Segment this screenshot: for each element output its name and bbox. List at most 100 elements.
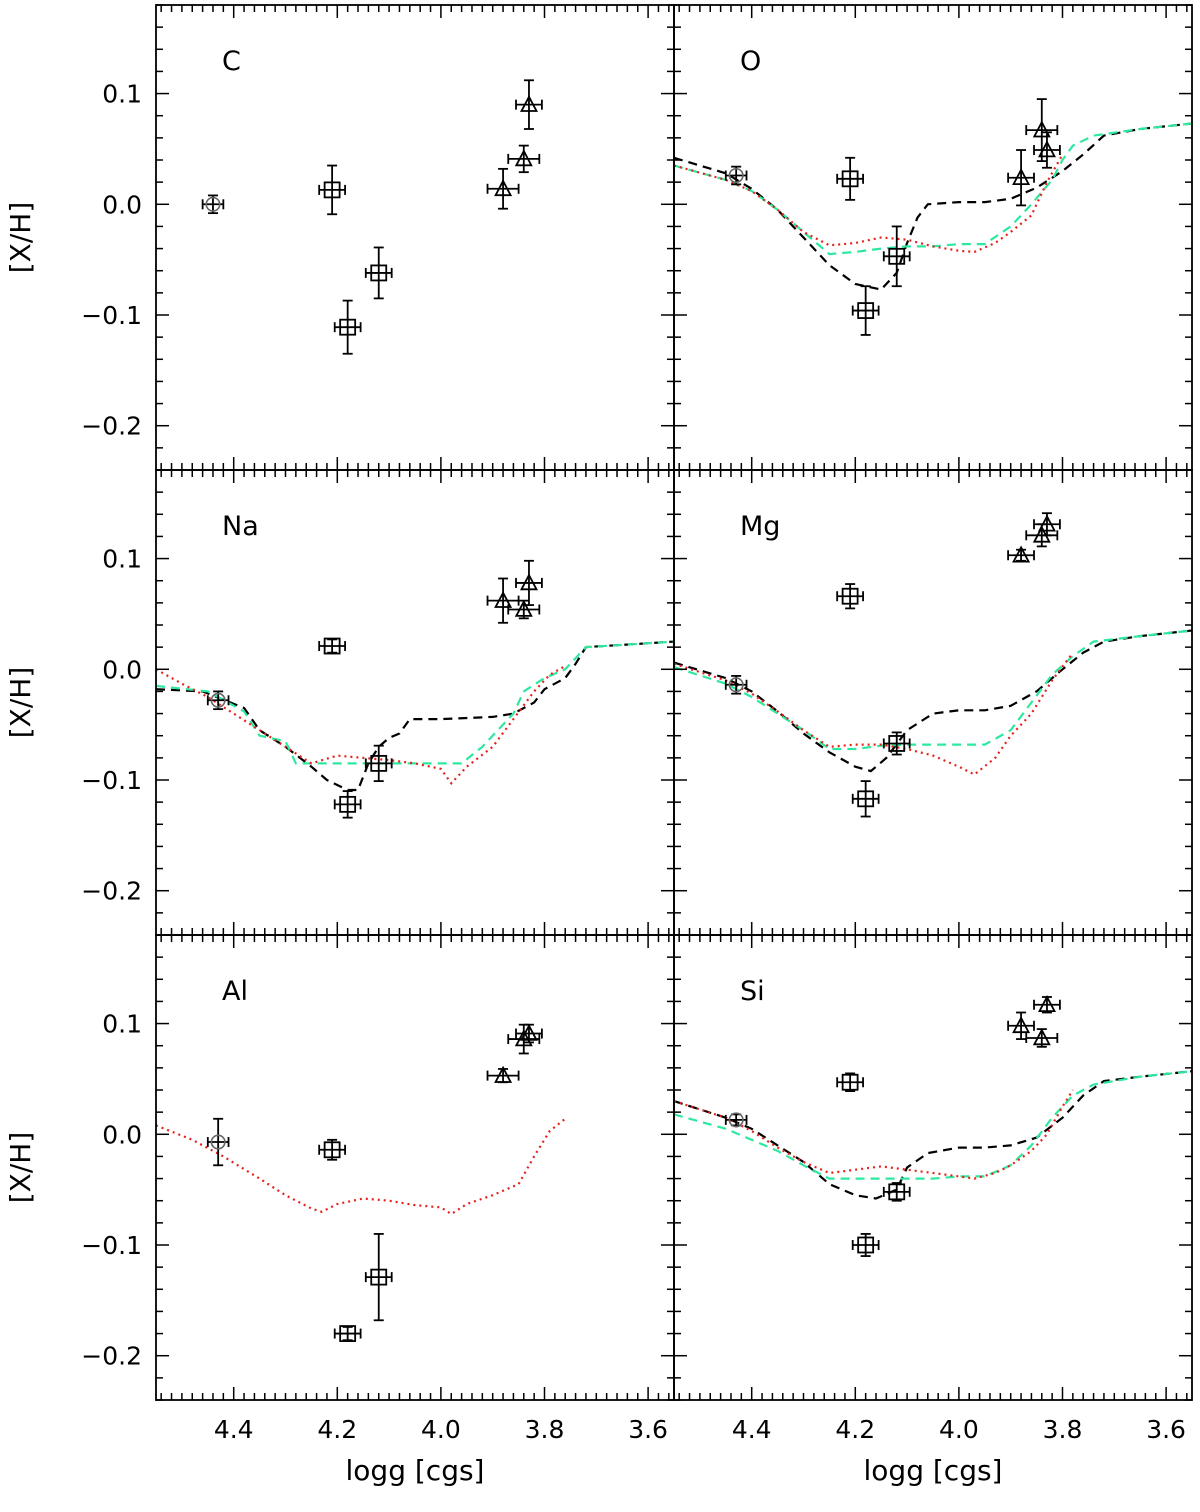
model-line-dashed-green [156, 640, 674, 765]
y-tick-label: 0.0 [102, 1120, 142, 1149]
x-tick-label: 4.0 [421, 1415, 461, 1444]
data-point-triangle [507, 599, 541, 620]
triangle-marker [1038, 140, 1056, 158]
x-axis-label: logg [cgs] [864, 1454, 1003, 1487]
data-point-circle [724, 165, 748, 186]
circle-marker [205, 196, 221, 212]
triangle-marker [1032, 120, 1051, 138]
y-tick-label: 0.0 [102, 655, 142, 684]
x-tick-label: 3.6 [1146, 1415, 1186, 1444]
triangle-marker [514, 599, 533, 617]
x-tick-label: 3.6 [628, 1415, 668, 1444]
panels-layer [155, 4, 1193, 1401]
x-tick-label: 4.4 [732, 1415, 772, 1444]
triangle-marker [1038, 994, 1056, 1012]
square-marker [888, 1183, 906, 1201]
circle-marker [728, 167, 744, 184]
data-point-triangle [1033, 131, 1061, 169]
data-point-circle [201, 194, 225, 215]
data-point-square [333, 790, 362, 819]
data-point-circle [206, 1117, 230, 1167]
data-point-triangle [1007, 149, 1035, 207]
triangle-marker [1012, 545, 1031, 563]
square-marker [323, 1141, 341, 1159]
y-axis-label: [X/H] [4, 202, 37, 274]
y-tick-label: −0.2 [81, 412, 142, 441]
panel-element-label: Al [222, 976, 248, 1007]
data-point-circle [206, 690, 230, 711]
triangle-marker [514, 149, 533, 167]
y-tick-label: −0.1 [81, 1231, 142, 1260]
square-marker [323, 637, 341, 655]
panel-frame [673, 934, 1193, 1401]
model-line-dotted-red [674, 153, 1064, 254]
square-marker [370, 754, 388, 772]
data-point-square [851, 285, 880, 336]
x-tick-label: 4.4 [214, 1415, 254, 1444]
model-line-dashed-black [156, 640, 674, 792]
model-line-dotted-red [674, 1089, 1074, 1180]
data-point-square [882, 225, 911, 288]
x-tick-label: 4.0 [939, 1415, 979, 1444]
data-point-triangle [515, 559, 543, 606]
model-line-dashed-black [674, 1070, 1192, 1200]
panel-element-label: Si [740, 976, 765, 1007]
y-tick-label: −0.1 [81, 766, 142, 795]
data-point-square [836, 583, 864, 610]
square-marker [841, 170, 859, 188]
y-tick-label: 0.1 [102, 545, 142, 574]
square-marker [323, 181, 341, 199]
circle-marker [210, 692, 226, 708]
square-marker [339, 318, 357, 336]
square-marker [857, 302, 875, 319]
triangle-marker [520, 1023, 538, 1041]
triangle-marker [494, 178, 513, 197]
panel-element-label: Mg [740, 511, 780, 542]
square-marker [888, 735, 906, 752]
data-point-triangle [486, 577, 520, 624]
circle-marker [210, 1134, 226, 1150]
x-axis-label: logg [cgs] [346, 1454, 485, 1487]
data-point-triangle [515, 79, 543, 130]
data-point-square [882, 731, 911, 756]
triangle-marker [1012, 167, 1031, 186]
data-point-circle [724, 1112, 748, 1128]
y-tick-label: −0.2 [81, 1342, 142, 1371]
data-point-circle [724, 675, 748, 695]
y-tick-label: −0.2 [81, 877, 142, 906]
model-line-dashed-green [674, 1070, 1192, 1180]
model-line-dashed-green [674, 122, 1192, 256]
square-marker [857, 790, 875, 808]
model-line-dotted-red [674, 652, 1074, 776]
data-point-square [333, 1325, 362, 1342]
circle-marker [728, 1112, 744, 1128]
data-point-triangle [1033, 512, 1061, 537]
y-axis-label: [X/H] [4, 667, 37, 739]
x-tick-label: 3.8 [1043, 1415, 1083, 1444]
panel-c [155, 4, 675, 471]
data-point-square [318, 637, 346, 655]
data-point-square [318, 1138, 346, 1161]
data-point-square [851, 780, 880, 818]
triangle-marker [520, 94, 538, 112]
circle-marker [728, 677, 744, 693]
square-marker [339, 795, 357, 813]
square-marker [370, 264, 388, 282]
data-point-square [882, 1182, 911, 1202]
triangle-marker [1012, 1015, 1031, 1034]
square-marker [841, 1073, 859, 1091]
model-line-dotted-red [156, 665, 566, 786]
panel-mg [673, 469, 1193, 936]
labels-layer: C 0.1 0.0 −0.1 −0.2 [X/H] O Na 0.1 0.0 −0.1 −0.2 [X/… [4, 46, 1186, 1487]
model-line-dashed-black [674, 629, 1192, 773]
model-line-dashed-black [674, 122, 1192, 291]
panel-na [155, 469, 675, 936]
square-marker [857, 1236, 875, 1254]
x-tick-label: 4.2 [317, 1415, 357, 1444]
y-axis-label: [X/H] [4, 1132, 37, 1204]
triangle-marker [494, 590, 513, 608]
triangle-marker [1038, 514, 1056, 532]
data-point-triangle [515, 1023, 543, 1044]
panel-element-label: Na [222, 511, 259, 542]
data-point-triangle [1025, 1028, 1059, 1048]
